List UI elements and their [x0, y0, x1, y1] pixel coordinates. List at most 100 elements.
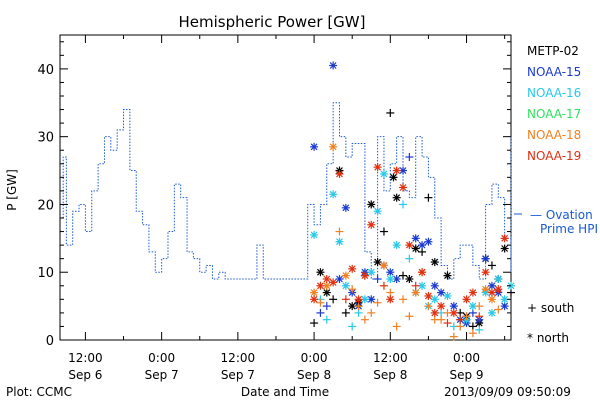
noaa-19-north-point [418, 268, 427, 277]
noaa-19-north-point [449, 308, 458, 317]
noaa-19-north-point [399, 183, 408, 192]
noaa-16-north-point [392, 241, 401, 250]
metp-02-north-point [430, 258, 439, 267]
x-tick-time: 0:00 [148, 351, 175, 365]
noaa-18-south-point [494, 305, 503, 314]
noaa-16-north-point [329, 190, 338, 199]
x-tick-time: 12:00 [373, 351, 408, 365]
south-legend: + south [527, 301, 574, 315]
x-tick-date: Sep 7 [221, 368, 255, 382]
noaa-15-north-point [310, 142, 319, 151]
noaa-18-south-point [392, 322, 401, 331]
noaa-15-south-point [468, 308, 477, 317]
metp-02-north-point [316, 268, 325, 277]
noaa-18-south-point [437, 315, 446, 324]
noaa-15-north-point [481, 254, 490, 263]
noaa-19-north-point [386, 295, 395, 304]
x-axis: 12:00 Sep 6 0:00 Sep 7 12:00 Sep 7 0:00 Sep 8 12… [68, 35, 506, 382]
noaa-15-north-point [329, 61, 338, 70]
noaa-18-north-point [329, 142, 338, 151]
noaa-18-south-point [360, 315, 369, 324]
metp-02-south-point [379, 227, 388, 236]
metp-02-north-point [348, 302, 357, 311]
noaa-15-north-point [487, 281, 496, 290]
noaa-18-south-point [367, 308, 376, 317]
footer-right: 2013/09/09 09:50:09 [444, 385, 571, 399]
noaa-19-north-point [322, 275, 331, 283]
metp-02-south-point [329, 295, 338, 304]
noaa-18-north-point [379, 261, 388, 270]
noaa-15-north-point [386, 268, 395, 277]
noaa-18-south-point [405, 312, 414, 321]
noaa-18-south-point [348, 285, 357, 294]
metp-02-south-point [424, 193, 433, 202]
noaa-18-north-point [487, 295, 496, 304]
north-legend: * north [527, 331, 569, 345]
noaa-19-north-point [487, 288, 496, 297]
ovation-legend-line1: — Ovation [530, 208, 593, 222]
noaa-18-south-point [468, 329, 477, 338]
noaa-19-south-point [475, 312, 484, 321]
y-tick-label: 30 [37, 131, 54, 146]
noaa-19-north-point [494, 285, 503, 294]
metp-02-north-point [405, 275, 414, 283]
noaa-16-north-point [443, 291, 452, 300]
noaa-19-south-point [456, 315, 465, 324]
x-tick-date: Sep 6 [68, 368, 102, 382]
noaa-18-south-point [399, 295, 408, 304]
ovation-line-layer [60, 102, 512, 280]
noaa-16-north-point [500, 295, 509, 304]
metp-02-north-point [443, 271, 452, 280]
metp-02-north-point [367, 200, 376, 209]
x-tick-date: Sep 8 [373, 368, 407, 382]
noaa-19-north-point [316, 281, 325, 290]
legend: METP-02 NOAA-15 NOAA-16 NOAA-17 NOAA-18 NOAA-… [527, 44, 581, 163]
noaa-19-north-point [500, 234, 509, 243]
ovation-prime-hpi-line [60, 102, 512, 280]
noaa-15-north-point [430, 281, 439, 290]
noaa-15-north-point [335, 275, 344, 283]
noaa-15-south-point [405, 153, 414, 161]
noaa-15-north-point [437, 288, 446, 297]
metp-02-north-point [373, 258, 382, 267]
y-tick-label: 10 [37, 266, 54, 281]
noaa-16-north-point [430, 295, 439, 304]
noaa-18-south-point [475, 302, 484, 311]
legend-noaa-16: NOAA-16 [527, 86, 581, 100]
noaa-15-south-point [316, 308, 325, 317]
x-tick-date: Sep 9 [449, 368, 483, 382]
noaa-18-south-point [424, 302, 433, 311]
metp-02-south-point [468, 322, 477, 331]
footer-left: Plot: CCMC [6, 385, 72, 399]
noaa-19-north-point [462, 295, 471, 304]
noaa-16-south-point [475, 325, 484, 334]
noaa-19-north-point [360, 271, 369, 280]
ovation-legend-line2: Prime HPI [540, 222, 598, 236]
noaa-18-south-point [354, 302, 363, 311]
noaa-18-south-point [456, 322, 465, 331]
x-tick-time: 12:00 [221, 351, 256, 365]
noaa-19-south-point [379, 281, 388, 290]
noaa-18-south-point [462, 312, 471, 321]
noaa-18-north-point [310, 288, 319, 297]
noaa-19-north-point [405, 241, 414, 250]
noaa-15-north-point [367, 295, 376, 304]
noaa-15-south-point [322, 302, 331, 311]
noaa-16-north-point [494, 275, 503, 283]
noaa-16-south-point [322, 315, 331, 324]
y-tick-label: 40 [37, 63, 54, 78]
noaa-16-south-point [348, 322, 357, 331]
noaa-19-north-point [367, 220, 376, 229]
y-tick-label: 0 [46, 334, 54, 349]
noaa-16-south-point [354, 308, 363, 317]
legend-noaa-17: NOAA-17 [527, 107, 581, 121]
legend-noaa-15: NOAA-15 [527, 65, 581, 79]
noaa-16-north-point [379, 169, 388, 178]
data-points-layer [310, 61, 515, 341]
noaa-18-south-point [335, 227, 344, 236]
metp-02-south-point [341, 308, 350, 317]
noaa-18-north-point [411, 288, 420, 297]
metp-02-north-point [322, 288, 331, 297]
noaa-15-south-point [373, 275, 382, 283]
metp-02-north-point [500, 244, 509, 253]
